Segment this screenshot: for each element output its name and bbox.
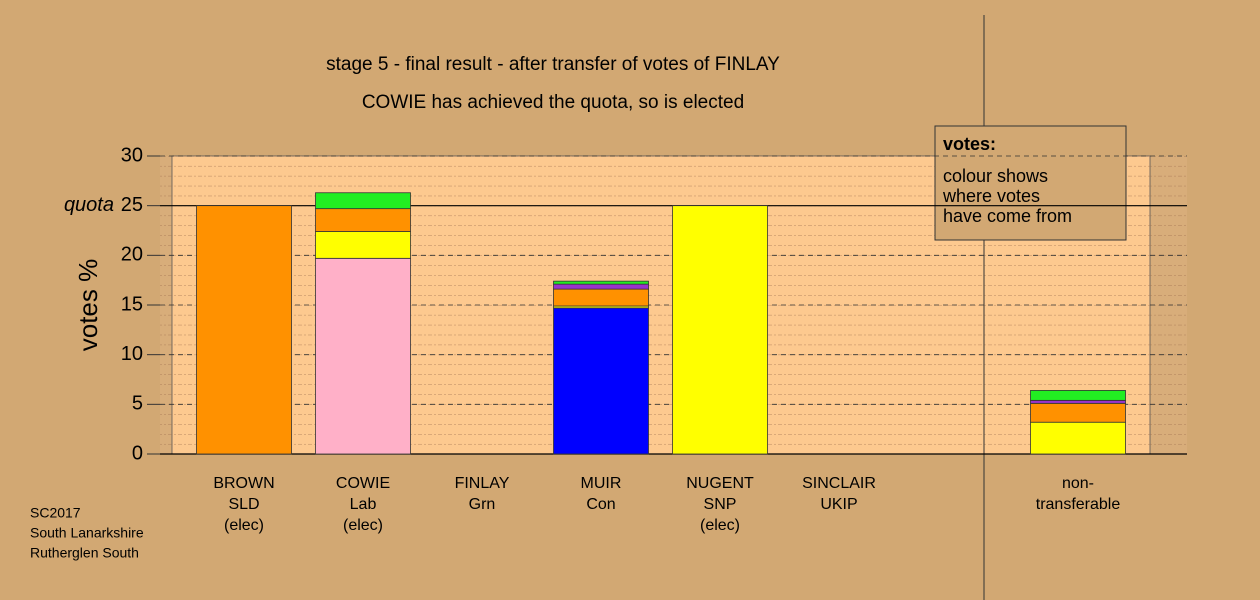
x-tick-label: SNP: [704, 496, 737, 513]
legend-box: [934, 125, 1127, 241]
bar-segment: [672, 205, 768, 455]
x-tick-label: COWIE: [336, 475, 390, 492]
bar-segment: [196, 205, 292, 455]
y-tick-label: 10: [121, 343, 143, 365]
bar-segment: [553, 307, 649, 455]
legend-title: votes:: [943, 134, 996, 154]
x-tick-label: Con: [586, 496, 615, 513]
legend-text: have come from: [943, 206, 1072, 226]
y-tick-label: 25: [121, 194, 143, 216]
x-tick-label: Grn: [469, 496, 496, 513]
chart-title: stage 5 - final result - after transfer …: [326, 54, 780, 75]
x-tick-label: (elec): [224, 517, 264, 534]
bar-segment: [315, 257, 411, 455]
y-tick-label: 15: [121, 293, 143, 315]
y-tick-label: 0: [132, 442, 143, 464]
x-tick-label: (elec): [700, 517, 740, 534]
x-tick-label: MUIR: [581, 475, 622, 492]
x-tick-label: FINLAY: [455, 475, 510, 492]
bar-segment: [1030, 402, 1126, 423]
bar-segment: [315, 231, 411, 259]
bar-segment: [1030, 399, 1126, 404]
x-tick-label: (elec): [343, 517, 383, 534]
x-tick-label: UKIP: [820, 496, 857, 513]
x-tick-label: SINCLAIR: [802, 475, 876, 492]
y-axis-label: votes %: [73, 259, 103, 352]
y-tick-label: 5: [132, 393, 143, 415]
x-tick-label: SLD: [228, 496, 259, 513]
legend-text: colour shows: [943, 166, 1048, 186]
bar-segment: [1030, 421, 1126, 455]
x-tick-label: BROWN: [213, 475, 274, 492]
bar-segment: [553, 283, 649, 290]
x-tick-label: Lab: [350, 496, 377, 513]
footer-text: Rutherglen South: [30, 545, 139, 561]
footer-text: South Lanarkshire: [30, 525, 144, 541]
legend: votes:: [934, 125, 1127, 241]
x-tick-label: transferable: [1036, 496, 1121, 513]
bar-segment: [315, 208, 411, 232]
bar-segment: [1030, 390, 1126, 401]
quota-label: quota: [64, 194, 114, 216]
bar-segment: [553, 280, 649, 285]
bar-segment: [315, 192, 411, 210]
y-tick-label: 30: [121, 144, 143, 166]
x-tick-label: non-: [1062, 475, 1094, 492]
footer-text: SC2017: [30, 505, 81, 521]
chart-subtitle: COWIE has achieved the quota, so is elec…: [362, 92, 744, 113]
legend-text: where votes: [942, 186, 1040, 206]
y-tick-label: 20: [121, 244, 143, 266]
bar-segment: [553, 288, 649, 307]
x-tick-label: NUGENT: [686, 475, 754, 492]
